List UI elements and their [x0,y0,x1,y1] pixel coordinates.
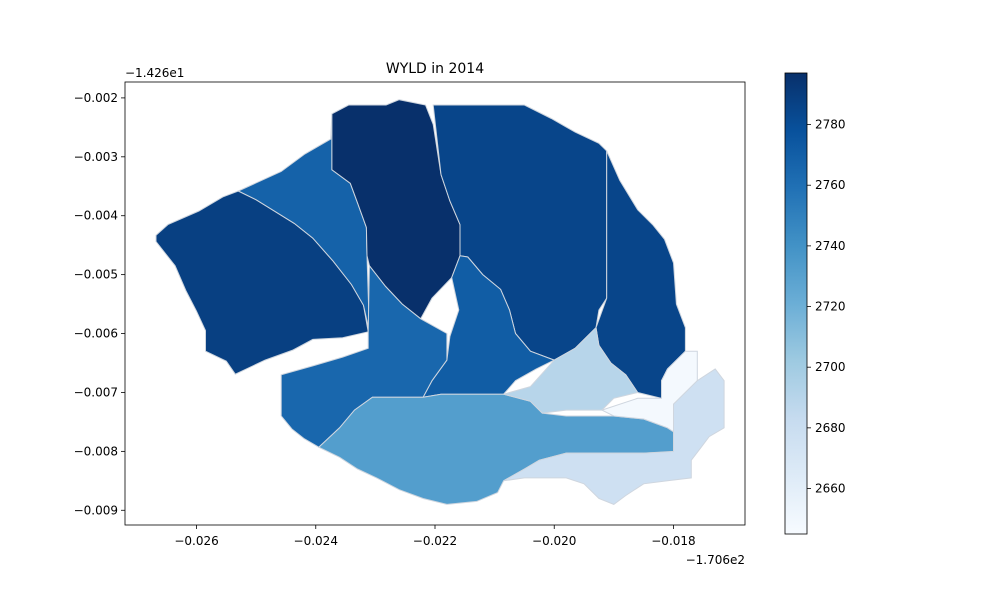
y-tick-label: −0.008 [74,444,118,458]
y-tick-label: −0.002 [74,91,118,105]
y-tick-label: −0.004 [74,209,118,223]
colorbar-tick-label: 2760 [815,178,846,192]
colorbar-ticks: 2660 2680 2700 2720 2740 2760 2780 [807,118,846,496]
colorbar [784,72,808,535]
region-2 [331,99,461,320]
colorbar-tick-label: 2680 [815,421,846,435]
y-offset-label: −1.426e1 [125,66,184,80]
x-tick-label: −0.022 [413,534,457,548]
x-tick-label: −0.020 [532,534,576,548]
x-tick-label: −0.018 [651,534,695,548]
y-axis: −0.002 −0.003 −0.004 −0.005 −0.006 −0.007 −0.0… [74,91,125,517]
y-tick-label: −0.009 [74,503,118,517]
y-tick-label: −0.006 [74,327,118,341]
colorbar-tick-label: 2740 [815,239,846,253]
chart-title: WYLD in 2014 [386,61,484,77]
colorbar-tick-label: 2780 [815,118,846,132]
colorbar-tick-label: 2700 [815,360,846,374]
y-tick-label: −0.005 [74,268,118,282]
x-tick-label: −0.024 [294,534,338,548]
region-8 [501,326,639,414]
colorbar-tick-label: 2660 [815,482,846,496]
x-tick-label: −0.026 [174,534,218,548]
region-5 [422,255,556,398]
x-offset-label: −1.706e2 [686,553,745,567]
x-axis: −0.026 −0.024 −0.022 −0.020 −0.018 [174,525,696,548]
y-tick-label: −0.003 [74,150,118,164]
map-regions [155,99,725,505]
y-tick-label: −0.007 [74,385,118,399]
colorbar-tick-label: 2720 [815,300,846,314]
region-10 [503,368,725,505]
